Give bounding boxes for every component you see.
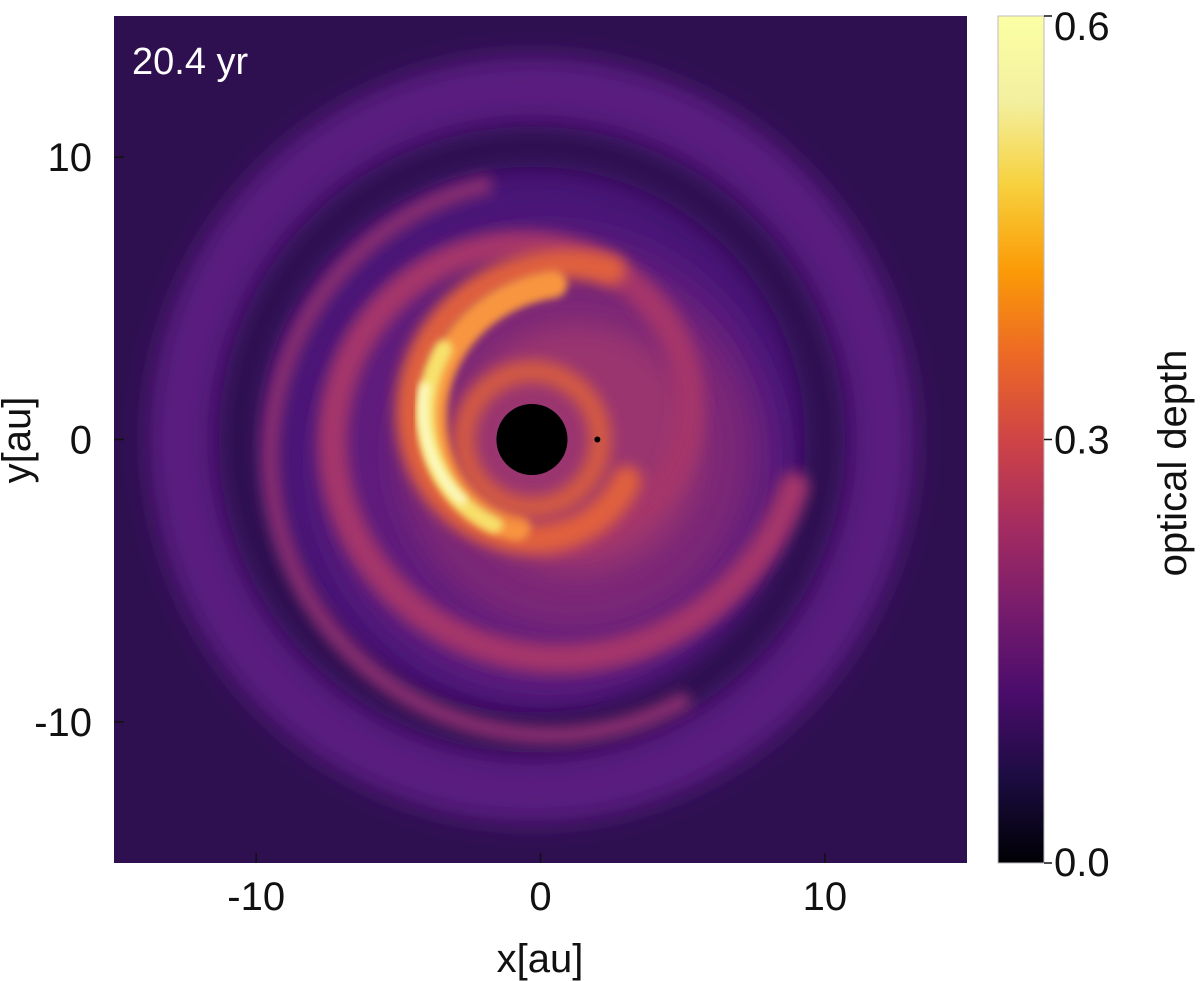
x-axis-label: x[au] — [497, 937, 584, 981]
colorbar-tick-label: 0.6 — [1054, 5, 1110, 49]
time-annotation: 20.4 yr — [132, 41, 249, 83]
y-tick-label: 0 — [70, 419, 92, 463]
colorbar — [997, 15, 1045, 864]
y-tick-label: -10 — [34, 701, 92, 745]
point-marker — [594, 436, 601, 443]
colorbar-ticks: 0.6 0.3 0.0 — [1044, 5, 1110, 885]
colorbar-tick-label: 0.0 — [1054, 841, 1110, 885]
central-mask — [496, 403, 568, 476]
x-tick-label: -10 — [227, 875, 285, 919]
y-axis-ticks: 10 0 -10 — [34, 136, 124, 745]
colorbar-tick-label: 0.3 — [1054, 419, 1110, 463]
x-tick-label: 10 — [803, 875, 848, 919]
colorbar-label: optical depth — [1151, 350, 1195, 577]
x-axis-ticks: -10 0 10 — [227, 853, 847, 919]
y-axis-label: y[au] — [0, 397, 39, 484]
x-tick-label: 0 — [529, 875, 551, 919]
y-tick-label: 10 — [48, 136, 93, 180]
